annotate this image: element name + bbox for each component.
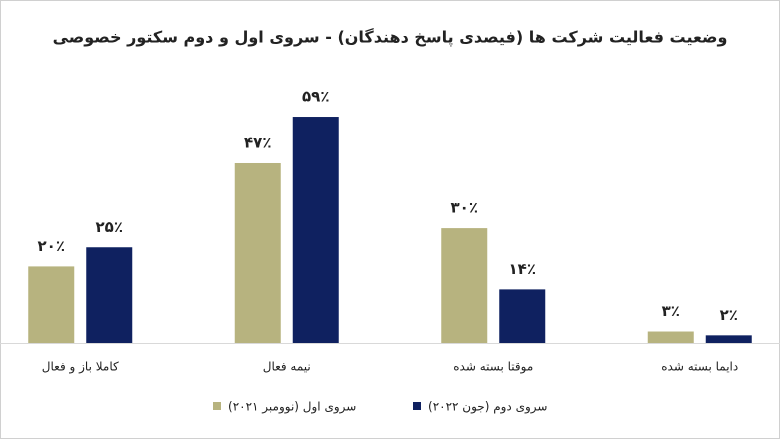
legend-swatch xyxy=(213,402,221,410)
bar xyxy=(28,266,75,343)
value-label: ۵۹٪ xyxy=(302,88,329,106)
bar xyxy=(647,331,694,343)
value-label: ۳۰٪ xyxy=(451,199,478,217)
value-label: ۲۰٪ xyxy=(38,237,65,255)
value-label: ۲۵٪ xyxy=(96,218,123,236)
value-label: ۳٪ xyxy=(662,302,680,320)
x-tick-label: موقتا بسته شده xyxy=(453,360,533,375)
bar xyxy=(499,289,546,343)
bar xyxy=(292,117,339,343)
value-label: ۲٪ xyxy=(720,306,738,324)
bar xyxy=(234,162,281,343)
chart-title: وضعیت فعالیت شرکت ها (فیصدی پاسخ دهندگان… xyxy=(53,28,728,48)
bar xyxy=(441,228,488,343)
legend-label: سروی دوم (جون ۲۰۲۲) xyxy=(428,400,547,415)
x-tick-label: نیمه فعال xyxy=(263,360,311,374)
bar xyxy=(86,247,133,343)
bar xyxy=(705,335,752,343)
legend-swatch xyxy=(413,402,421,410)
x-tick-label: کاملا باز و فعال xyxy=(42,360,119,375)
x-tick-label: دایما بسته شده xyxy=(661,360,738,374)
legend-label: سروی اول (نوومبر ۲۰۲۱) xyxy=(228,400,356,415)
value-label: ۱۴٪ xyxy=(509,260,536,278)
value-label: ۴۷٪ xyxy=(244,133,271,151)
